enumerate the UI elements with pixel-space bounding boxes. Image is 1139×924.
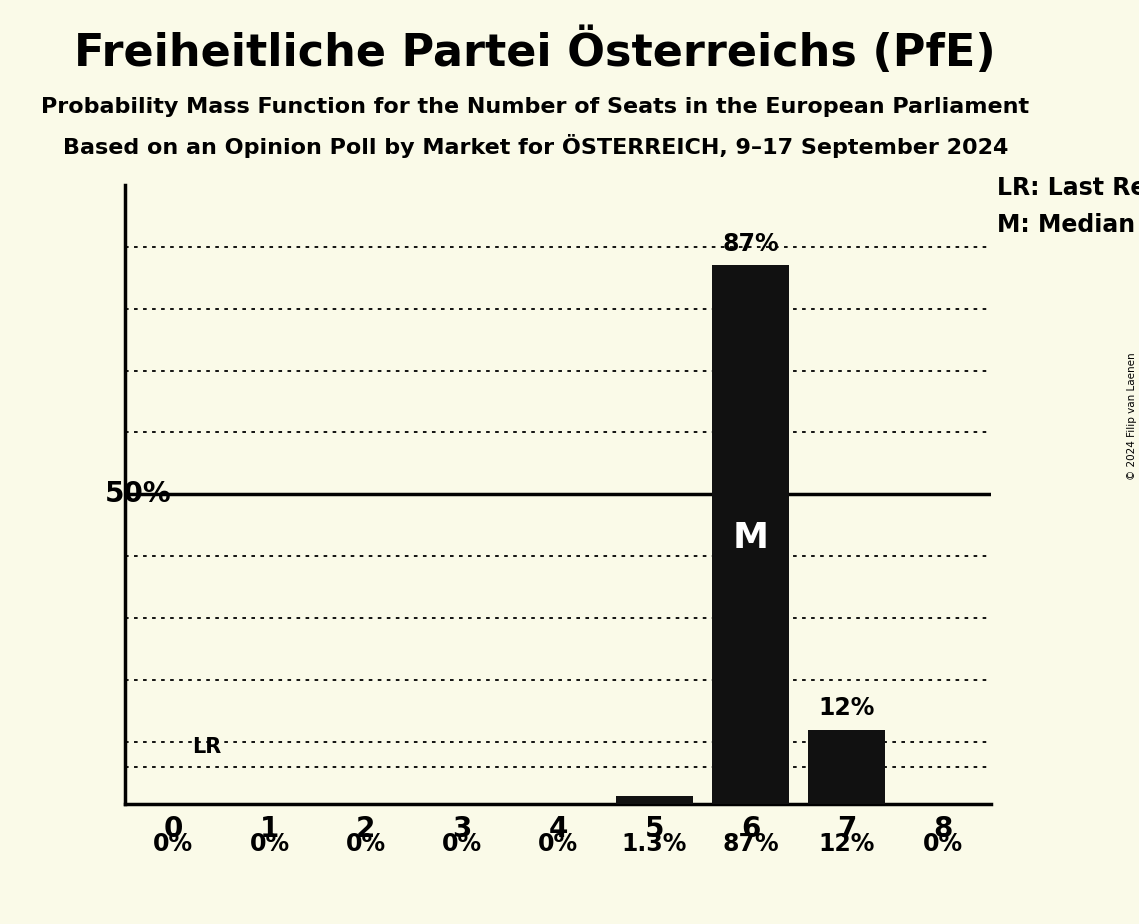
Text: 50%: 50% [105,480,172,508]
Text: 1.3%: 1.3% [622,832,687,856]
Text: 87%: 87% [722,832,779,856]
Text: 0%: 0% [538,832,579,856]
Text: 0%: 0% [249,832,289,856]
Text: 0%: 0% [345,832,386,856]
Text: Based on an Opinion Poll by Market for ÖSTERREICH, 9–17 September 2024: Based on an Opinion Poll by Market for Ö… [63,134,1008,158]
Bar [809,730,885,804]
Text: 12%: 12% [819,697,875,721]
Bar [712,265,789,804]
Text: 87%: 87% [722,232,779,256]
Text: Freiheitliche Partei Österreichs (PfE): Freiheitliche Partei Österreichs (PfE) [74,28,997,75]
Text: 0%: 0% [154,832,194,856]
Text: LR: Last Result: LR: Last Result [997,176,1139,200]
Text: LR: LR [192,737,222,758]
Text: 0%: 0% [442,832,482,856]
Text: M: M [732,521,769,554]
Text: Probability Mass Function for the Number of Seats in the European Parliament: Probability Mass Function for the Number… [41,97,1030,117]
Text: 0%: 0% [923,832,962,856]
Text: 12%: 12% [819,832,875,856]
Text: © 2024 Filip van Laenen: © 2024 Filip van Laenen [1126,352,1137,480]
Bar [616,796,693,804]
Text: M: Median: M: Median [997,213,1134,237]
